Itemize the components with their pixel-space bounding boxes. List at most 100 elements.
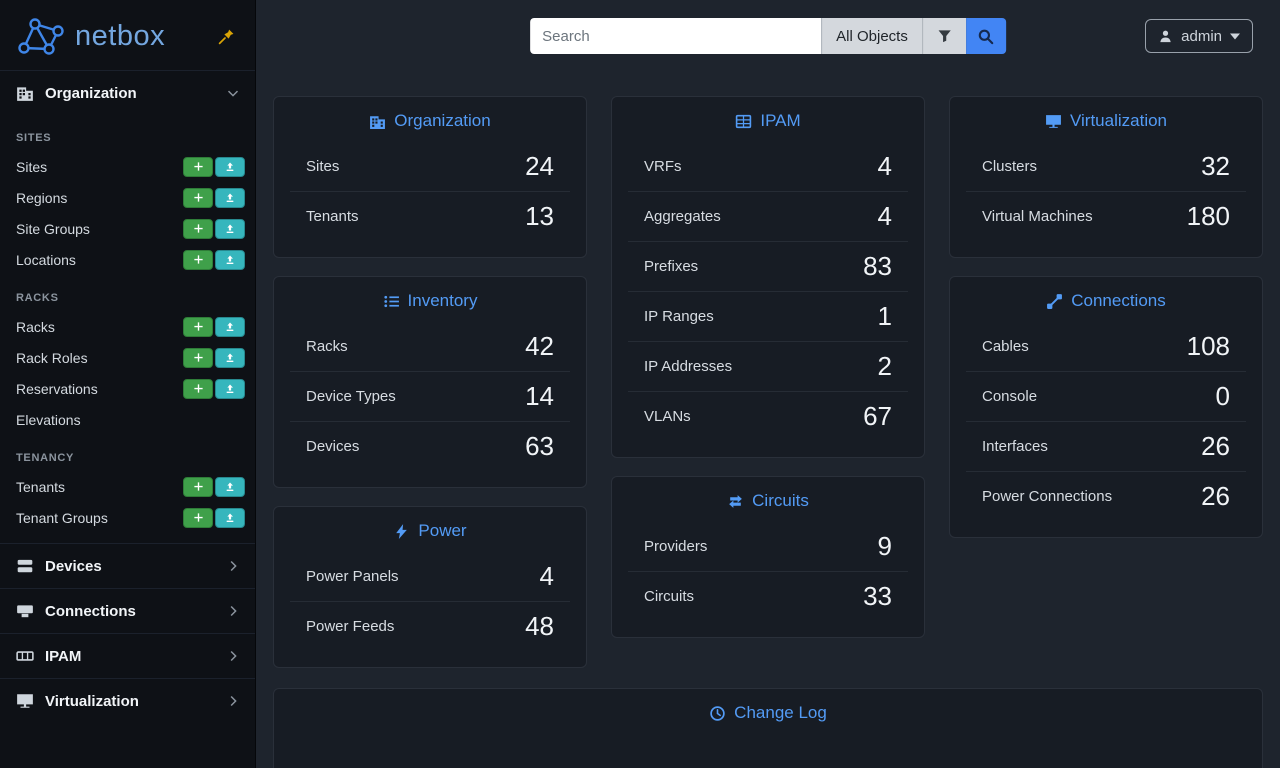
stat-value-devices[interactable]: 63	[525, 431, 554, 461]
stat-label-sites[interactable]: Sites	[306, 157, 340, 175]
sidebar-item-sites-link[interactable]: Sites	[16, 158, 48, 175]
stat-label-providers[interactable]: Providers	[644, 537, 708, 555]
sidebar-item-site-groups-link[interactable]: Site Groups	[16, 220, 90, 237]
sidebar-group-connections[interactable]: Connections	[0, 588, 255, 633]
stat-value-ip-ranges[interactable]: 1	[877, 301, 892, 331]
stat-value-ip-addresses[interactable]: 2	[877, 351, 892, 381]
stat-label-console[interactable]: Console	[982, 388, 1038, 405]
stat-value-tenants[interactable]: 13	[525, 201, 554, 231]
card-inventory-title[interactable]: Inventory	[290, 277, 570, 321]
stat-value-power-panels[interactable]: 4	[539, 560, 554, 591]
import-button[interactable]	[215, 187, 245, 208]
sidebar-item-racks-link[interactable]: Racks	[16, 318, 55, 335]
stat-row: Clusters 32	[966, 141, 1246, 191]
sidebar-group-devices[interactable]: Devices	[0, 543, 255, 588]
card-organization-title[interactable]: Organization	[290, 97, 570, 141]
stat-label-vrfs[interactable]: VRFs	[644, 157, 682, 175]
sidebar-item-tenant-groups-link[interactable]: Tenant Groups	[16, 509, 108, 526]
stat-value-console[interactable]: 0	[1215, 381, 1230, 411]
card-virtualization-title[interactable]: Virtualization	[966, 97, 1246, 141]
chevron-right-icon	[227, 650, 239, 662]
chevron-right-icon	[227, 605, 239, 617]
search-icon	[977, 28, 994, 45]
card-power-title[interactable]: Power	[290, 507, 570, 551]
sidebar-item-regions-link[interactable]: Regions	[16, 189, 68, 206]
stat-value-racks[interactable]: 42	[525, 330, 554, 361]
card-ipam-title[interactable]: IPAM	[628, 97, 908, 141]
stat-value-sites[interactable]: 24	[525, 150, 554, 181]
stat-value-vrfs[interactable]: 4	[877, 150, 892, 181]
stat-label-devices[interactable]: Devices	[306, 438, 360, 455]
add-button[interactable]	[183, 218, 213, 239]
stat-value-clusters[interactable]: 32	[1201, 150, 1230, 181]
user-menu-button[interactable]: admin	[1145, 19, 1253, 53]
import-button[interactable]	[215, 476, 245, 497]
sidebar-group-organization[interactable]: Organization	[0, 70, 255, 115]
brand: netbox	[0, 0, 255, 70]
stat-label-virtual-machines[interactable]: Virtual Machines	[982, 208, 1093, 225]
stat-label-power-panels[interactable]: Power Panels	[306, 567, 399, 585]
stat-label-device-types[interactable]: Device Types	[306, 388, 396, 405]
import-button[interactable]	[215, 156, 245, 177]
stat-value-vlans[interactable]: 67	[863, 401, 892, 431]
section-title: RACKS	[16, 292, 59, 304]
sidebar-section-racks: RACKS Racks Rack Roles Reservations	[0, 275, 255, 435]
stat-value-providers[interactable]: 9	[877, 530, 892, 561]
stat-label-cables[interactable]: Cables	[982, 337, 1029, 355]
stat-label-clusters[interactable]: Clusters	[982, 157, 1038, 175]
import-button[interactable]	[215, 249, 245, 270]
add-button[interactable]	[183, 378, 213, 399]
add-button[interactable]	[183, 156, 213, 177]
stat-label-tenants[interactable]: Tenants	[306, 208, 359, 225]
sidebar-item-locations-link[interactable]: Locations	[16, 251, 76, 268]
stat-row: Device Types 14	[290, 371, 570, 421]
stat-label-power-connections[interactable]: Power Connections	[982, 488, 1113, 505]
all-objects-button[interactable]: All Objects	[821, 18, 922, 54]
ipam-icon	[16, 647, 34, 665]
stat-label-racks[interactable]: Racks	[306, 337, 348, 355]
search-input[interactable]	[530, 18, 822, 54]
stat-label-ip-addresses[interactable]: IP Addresses	[644, 358, 733, 375]
stat-value-circuits[interactable]: 33	[863, 581, 892, 611]
add-button[interactable]	[183, 316, 213, 337]
sidebar-group-ipam[interactable]: IPAM	[0, 633, 255, 678]
card-circuits-title[interactable]: Circuits	[628, 477, 908, 521]
brand-name: netbox	[75, 19, 166, 52]
filter-button[interactable]	[921, 18, 966, 54]
sidebar-item-reservations-link[interactable]: Reservations	[16, 380, 98, 397]
card-virtualization: Virtualization Clusters 32 Virtual Machi…	[949, 96, 1263, 258]
stat-label-vlans[interactable]: VLANs	[644, 408, 691, 425]
add-button[interactable]	[183, 476, 213, 497]
stat-value-power-feeds[interactable]: 48	[525, 611, 554, 641]
stat-label-prefixes[interactable]: Prefixes	[644, 258, 699, 275]
stat-label-power-feeds[interactable]: Power Feeds	[306, 618, 395, 635]
stat-value-aggregates[interactable]: 4	[877, 201, 892, 231]
card-changelog-title[interactable]: Change Log	[290, 689, 1246, 733]
pin-icon[interactable]	[214, 24, 239, 49]
stat-value-interfaces[interactable]: 26	[1201, 431, 1230, 461]
stat-value-device-types[interactable]: 14	[525, 381, 554, 411]
import-button[interactable]	[215, 507, 245, 528]
card-connections-title[interactable]: Connections	[966, 277, 1246, 321]
import-button[interactable]	[215, 316, 245, 337]
search-button[interactable]	[965, 18, 1006, 54]
sidebar-item-elevations-link[interactable]: Elevations	[16, 411, 81, 428]
stat-label-circuits[interactable]: Circuits	[644, 588, 695, 605]
add-button[interactable]	[183, 507, 213, 528]
sidebar-item-tenants-link[interactable]: Tenants	[16, 478, 66, 495]
import-button[interactable]	[215, 347, 245, 368]
stat-value-power-connections[interactable]: 26	[1201, 481, 1230, 511]
sidebar-item-rack-roles-link[interactable]: Rack Roles	[16, 349, 88, 366]
add-button[interactable]	[183, 249, 213, 270]
sidebar-group-virtualization[interactable]: Virtualization	[0, 678, 255, 723]
stat-label-aggregates[interactable]: Aggregates	[644, 208, 721, 225]
import-button[interactable]	[215, 218, 245, 239]
stat-value-prefixes[interactable]: 83	[863, 251, 892, 281]
stat-label-ip-ranges[interactable]: IP Ranges	[644, 308, 714, 325]
add-button[interactable]	[183, 187, 213, 208]
stat-value-cables[interactable]: 108	[1186, 330, 1230, 361]
import-button[interactable]	[215, 378, 245, 399]
add-button[interactable]	[183, 347, 213, 368]
stat-value-virtual-machines[interactable]: 180	[1186, 201, 1230, 231]
stat-label-interfaces[interactable]: Interfaces	[982, 438, 1048, 455]
